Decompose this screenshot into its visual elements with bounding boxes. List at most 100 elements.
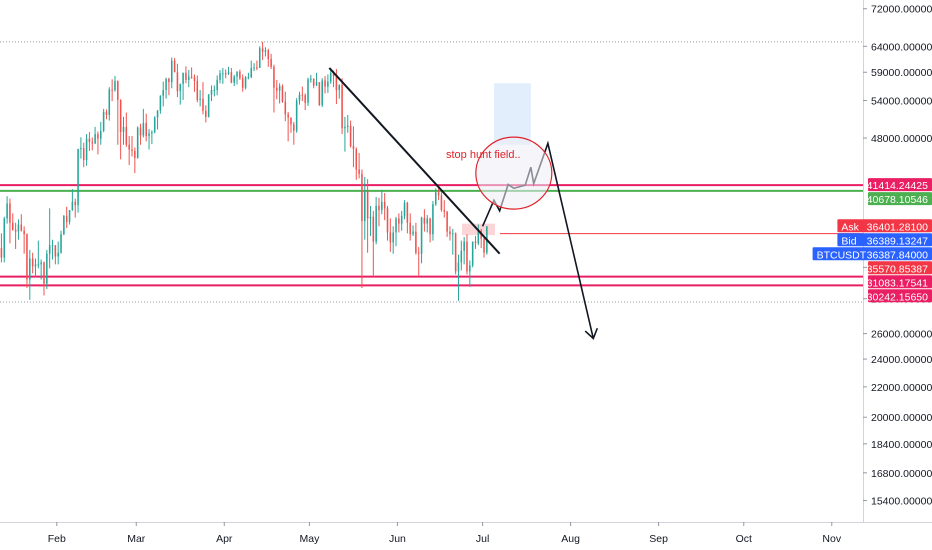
candle-body	[20, 224, 23, 231]
candle-body	[247, 77, 250, 79]
candle-body	[227, 72, 230, 74]
candle-body	[400, 215, 403, 224]
annotation-stop-hunt: stop hunt field..	[446, 149, 521, 161]
candle-body	[250, 67, 253, 78]
candle-body	[474, 241, 477, 244]
candle-body	[312, 78, 315, 86]
candle-body	[190, 76, 193, 78]
price-tag-label: 40678.10546	[867, 194, 928, 206]
candle-body	[156, 110, 159, 118]
candle-body	[454, 233, 457, 272]
candle-body	[9, 203, 11, 223]
candle-body	[471, 241, 474, 266]
price-tag: 35570.85387	[867, 261, 932, 275]
candle-body	[122, 126, 125, 133]
candle-body	[48, 245, 51, 254]
x-tick-label: Jul	[476, 533, 489, 545]
horizontal-levels	[0, 184, 863, 287]
candle-body	[389, 232, 392, 243]
candle-body	[355, 148, 358, 170]
candle-body	[207, 94, 210, 117]
candle-body	[261, 48, 264, 52]
candle-body	[469, 265, 471, 272]
time-axis[interactable]: Feb Mar Apr May Jun Jul Aug Sep Oct Nov	[0, 522, 932, 545]
candle-body	[361, 173, 363, 222]
y-tick-label: 16800.00000	[871, 468, 932, 480]
candle-body	[344, 126, 346, 129]
candle-body	[128, 144, 130, 150]
candle-body	[117, 81, 119, 100]
candle-body	[74, 201, 77, 206]
candle-body	[457, 262, 460, 272]
candle-body	[372, 216, 375, 242]
x-tick-label: Aug	[561, 533, 580, 545]
candle-body	[54, 245, 57, 257]
candle-body	[91, 142, 94, 144]
candle-body	[3, 218, 6, 258]
candle-body	[6, 203, 8, 219]
price-tag: 30242.15650	[867, 289, 932, 303]
price-tag-label: 36401.28100	[867, 221, 928, 233]
candle-body	[310, 78, 312, 80]
y-tick-label: 54000.00000	[871, 95, 932, 107]
price-tags: 41414.2442540678.1054636401.28100Ask3638…	[812, 178, 932, 303]
candle-body	[460, 250, 463, 263]
y-tick-label: 26000.00000	[871, 329, 932, 341]
price-tag-label: 36389.13247	[867, 235, 928, 247]
candle-body	[364, 191, 366, 222]
candle-body	[173, 60, 176, 73]
candle-body	[466, 241, 468, 272]
x-tick-label: Jun	[389, 533, 406, 545]
downtrend-line	[328, 67, 501, 255]
candle-body	[51, 245, 54, 247]
y-tick-label: 24000.00000	[871, 354, 932, 366]
candle-body	[324, 80, 326, 87]
candle-body	[463, 241, 465, 251]
price-tag-name: BTCUSDT	[817, 249, 867, 261]
candle-body	[483, 238, 485, 253]
candle-body	[284, 101, 287, 115]
candle-body	[168, 78, 170, 83]
candle-body	[315, 82, 318, 86]
candle-body	[182, 72, 184, 84]
candle-body	[287, 114, 289, 118]
candle-body	[139, 127, 142, 136]
candle-body	[434, 192, 437, 205]
candle-body	[346, 125, 349, 127]
x-tick-label: Sep	[649, 533, 668, 545]
candle-body	[230, 72, 233, 83]
candle-body	[14, 229, 17, 232]
grid-lines	[0, 41, 863, 303]
candle-body	[477, 230, 480, 244]
candle-body	[34, 264, 37, 267]
candle-body	[145, 123, 147, 137]
candle-body	[119, 99, 122, 133]
candle-body	[335, 76, 338, 91]
candle-body	[77, 148, 79, 206]
candle-body	[162, 90, 165, 96]
price-axis[interactable]: 72000.00000 64000.00000 59000.00000 54000.0…	[863, 0, 932, 522]
candle-body	[179, 83, 182, 92]
price-tag-label: 36387.84000	[867, 249, 928, 261]
y-tick-label: 20000.00000	[871, 412, 932, 424]
x-tick-label: Nov	[822, 533, 841, 545]
candle-body	[142, 123, 145, 136]
candle-body	[43, 262, 45, 284]
candle-body	[449, 231, 451, 235]
projection-arrow-head	[584, 327, 599, 340]
candle-body	[153, 117, 156, 133]
candle-body	[213, 90, 216, 92]
candle-body	[273, 66, 275, 88]
candle-body	[301, 94, 304, 96]
candle-body	[29, 258, 31, 280]
candle-body	[63, 215, 65, 235]
candle-body	[23, 230, 25, 235]
candle-body	[60, 234, 62, 253]
price-tag-bg	[868, 261, 932, 275]
candle-body	[295, 100, 298, 131]
candle-body	[270, 59, 272, 67]
candle-body	[102, 111, 105, 131]
x-tick-label: Feb	[48, 533, 66, 545]
candle-body	[432, 204, 434, 235]
